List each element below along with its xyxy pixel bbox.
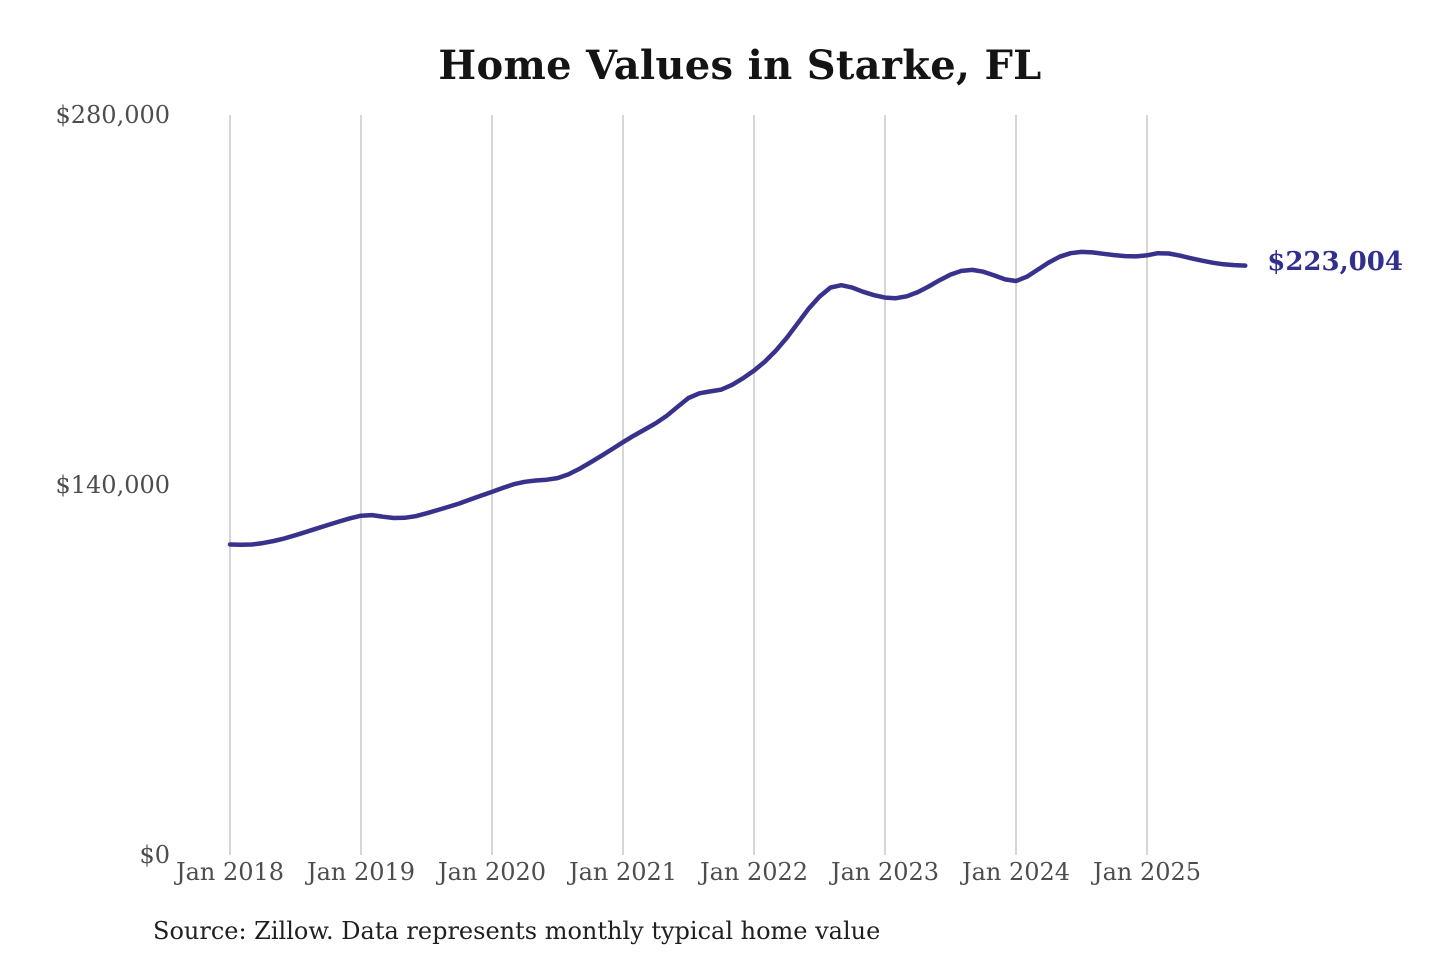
gridlines-group: [229, 115, 1148, 855]
x-tick-label: Jan 2023: [830, 858, 940, 886]
x-tick-label: Jan 2018: [175, 858, 285, 886]
y-tick-label: $140,000: [55, 471, 170, 499]
x-tick-label: Jan 2024: [961, 858, 1071, 886]
x-tick-label: Jan 2025: [1092, 858, 1202, 886]
current-value-label: $223,004: [1267, 246, 1403, 277]
series-group: [227, 249, 1248, 547]
source-note: Source: Zillow. Data represents monthly …: [153, 917, 881, 945]
x-tick-label: Jan 2022: [699, 858, 809, 886]
y-tick-label: $0: [139, 841, 170, 869]
x-tick-label: Jan 2021: [568, 858, 678, 886]
chart-title: Home Values in Starke, FL: [438, 42, 1042, 89]
x-tick-label: Jan 2019: [306, 858, 416, 886]
x-tick-label: Jan 2020: [437, 858, 547, 886]
y-tick-label: $280,000: [55, 101, 170, 129]
home-value-line: [227, 249, 1248, 547]
